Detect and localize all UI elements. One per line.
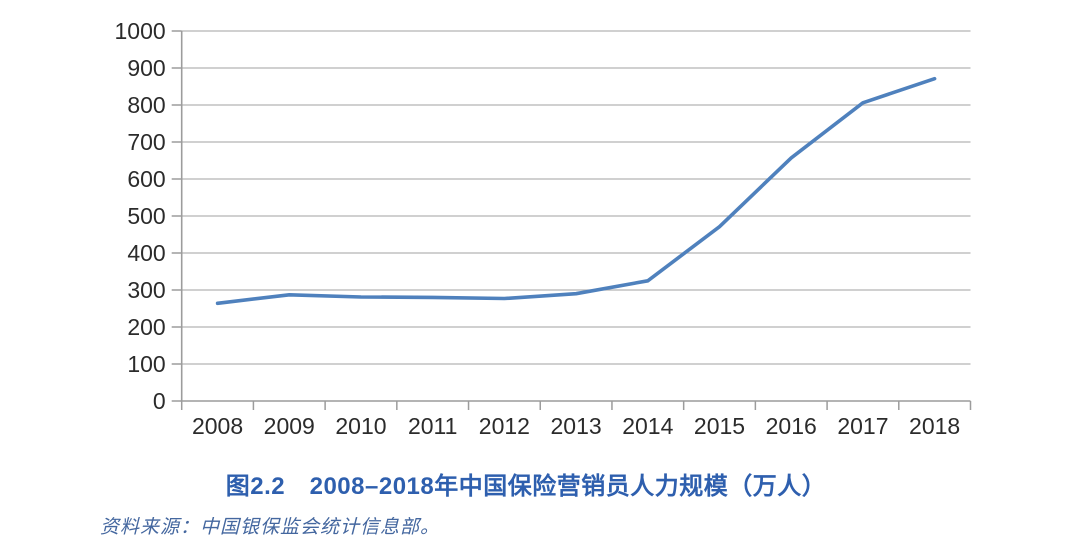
y-axis-tick-label: 800 [127, 92, 165, 118]
x-axis-tick-label: 2014 [622, 413, 673, 439]
chart-canvas: 0 100 200 300 400 500 600 700 800 900 1000 2008 2009… [115, 18, 972, 439]
y-axis-tick-label: 900 [127, 55, 165, 81]
chart-caption: 图2.2 2008–2018年中国保险营销员人力规模（万人） [225, 473, 827, 500]
y-axis-tick-label: 0 [153, 388, 166, 414]
x-axis-tick-label: 2011 [408, 413, 457, 439]
data-series-line [215, 76, 937, 306]
x-axis-tick-label: 2015 [694, 413, 745, 439]
x-axis-tick-label: 2018 [909, 413, 960, 439]
x-axis-tick-label: 2010 [335, 413, 386, 439]
y-axis-tick-label: 1000 [115, 18, 166, 44]
y-axis-tick-label: 300 [127, 277, 165, 303]
x-axis-tick-label: 2009 [264, 413, 315, 439]
x-axis-tick-label: 2008 [192, 413, 243, 439]
x-axis-tick-label: 2016 [766, 413, 817, 439]
source-note: 资料来源：中国银保监会统计信息部。 [100, 516, 441, 538]
y-axis-tick-label: 600 [127, 166, 165, 192]
y-axis-tick-label: 400 [127, 240, 165, 266]
y-axis-tick-label: 700 [127, 129, 165, 155]
y-axis-tick-label: 500 [127, 203, 165, 229]
line-chart: 0 100 200 300 400 500 600 700 800 900 1000 2008 2009… [115, 18, 972, 439]
x-axis-tick-label: 2012 [479, 413, 530, 439]
x-axis-tick-label: 2013 [551, 413, 602, 439]
y-axis-tick-label: 200 [127, 314, 165, 340]
y-axis-tick-label: 100 [127, 351, 165, 377]
x-axis-tick-label: 2017 [837, 413, 888, 439]
